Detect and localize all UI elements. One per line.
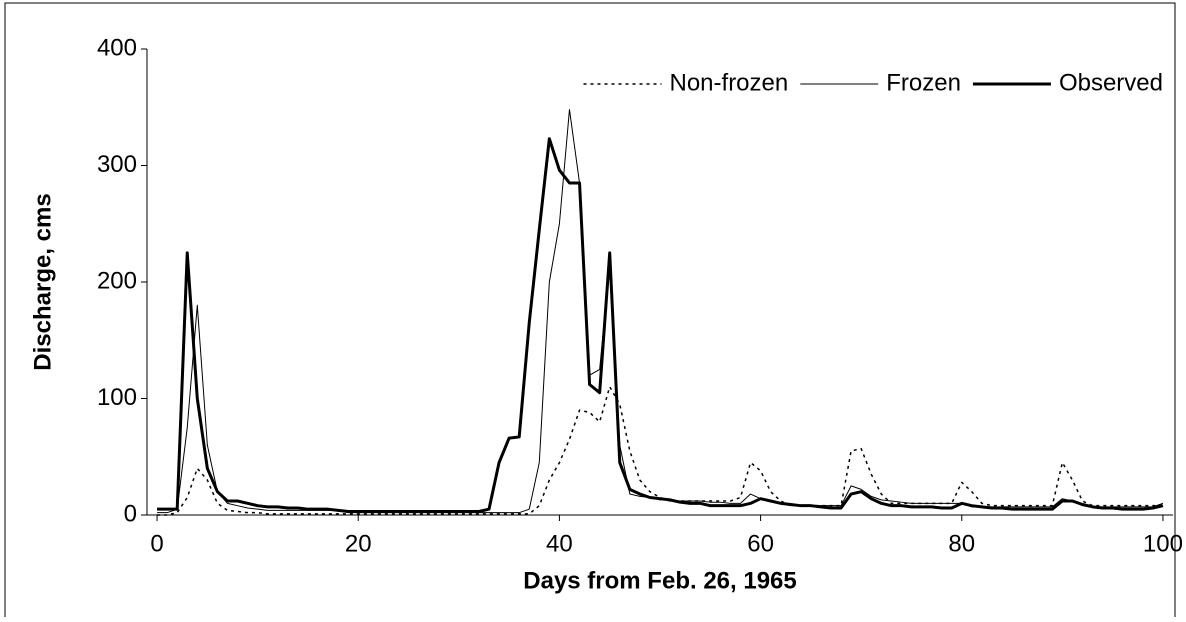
- y-tick-label: 400: [97, 34, 137, 61]
- series-line: [157, 386, 1163, 516]
- series-line: [157, 137, 1164, 513]
- x-tick-label: 0: [150, 530, 163, 557]
- legend-label: Frozen: [886, 69, 961, 96]
- y-tick-label: 100: [97, 384, 137, 411]
- y-tick-label: 0: [124, 500, 137, 527]
- x-tick-label: 80: [948, 530, 975, 557]
- x-tick-label: 100: [1143, 530, 1183, 557]
- chart-frame: [4, 2, 1176, 622]
- legend-label: Non-frozen: [670, 69, 789, 96]
- y-axis-label: Discharge, cms: [29, 193, 56, 370]
- legend-label: Observed: [1059, 69, 1163, 96]
- series-line: [157, 109, 1164, 514]
- y-tick-label: 200: [97, 267, 137, 294]
- x-tick-label: 40: [546, 530, 573, 557]
- y-tick-label: 300: [97, 151, 137, 178]
- x-tick-label: 20: [345, 530, 372, 557]
- x-tick-label: 60: [747, 530, 774, 557]
- x-axis-label: Days from Feb. 26, 1965: [523, 567, 796, 594]
